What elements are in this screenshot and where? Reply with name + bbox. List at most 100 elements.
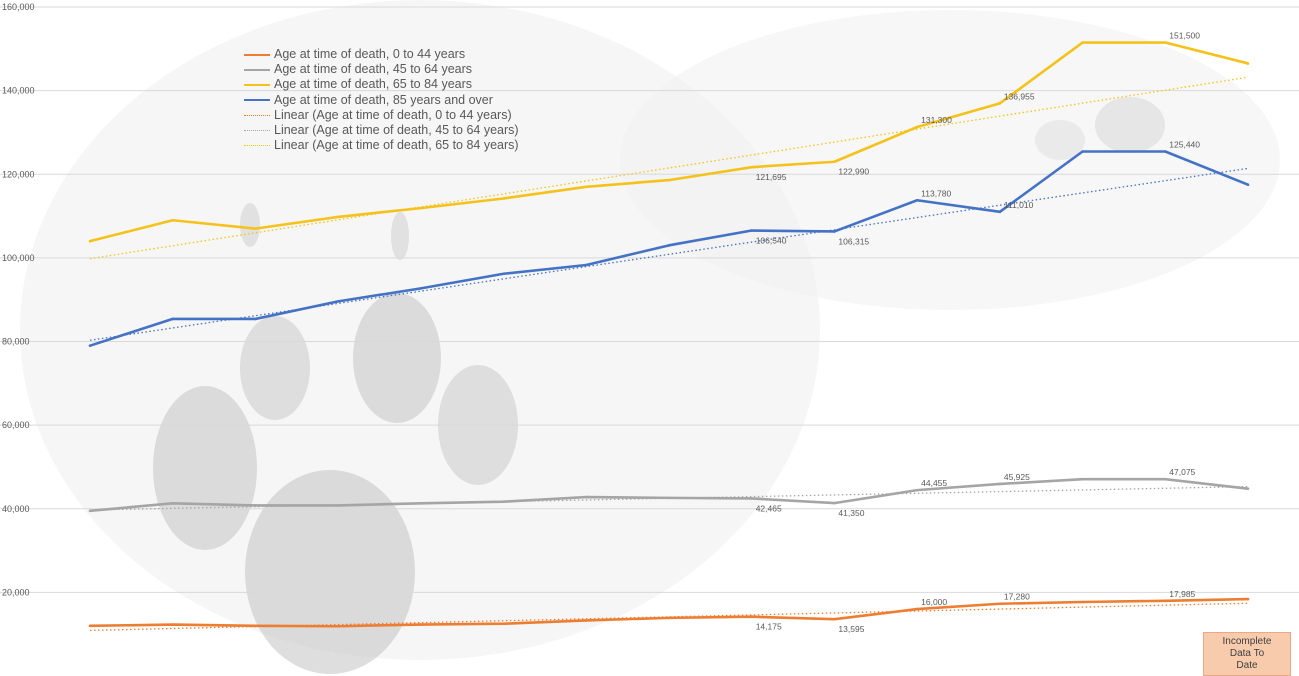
- legend-swatch: [244, 53, 270, 56]
- legend-swatch: [244, 68, 270, 71]
- data-point: [667, 178, 671, 182]
- data-point: [419, 623, 423, 626]
- data-label: 106,315: [838, 236, 869, 246]
- data-point: [833, 617, 836, 621]
- data-label: 16,000: [921, 597, 947, 607]
- data-point: [171, 218, 175, 222]
- data-point: [1081, 150, 1084, 153]
- data-point: [584, 185, 588, 189]
- data-point: [336, 504, 340, 507]
- data-point: [88, 624, 92, 628]
- legend-label: Linear (Age at time of death, 65 to 84 y…: [274, 138, 519, 153]
- data-label: 111,010: [1004, 200, 1034, 210]
- data-label: 13,595: [838, 624, 864, 634]
- paw-print-background: [20, 0, 1280, 674]
- data-point: [1246, 597, 1250, 601]
- y-tick-label: 60,000: [2, 420, 30, 430]
- trendline-2: [89, 76, 1249, 260]
- legend-swatch: [244, 130, 270, 132]
- data-point: [833, 230, 836, 233]
- y-tick-label: 80,000: [2, 337, 30, 347]
- y-tick-label: 120,000: [2, 169, 35, 179]
- data-point: [1246, 183, 1250, 187]
- legend-label: Linear (Age at time of death, 45 to 64 y…: [274, 123, 519, 138]
- data-point: [998, 602, 1002, 606]
- data-point: [502, 272, 505, 276]
- data-point: [998, 482, 1002, 486]
- legend-entry: Age at time of death, 85 years and over: [244, 93, 519, 108]
- data-point: [1246, 487, 1250, 490]
- data-point: [1163, 599, 1167, 603]
- data-label: 136,955: [1004, 91, 1035, 101]
- data-point: [254, 227, 257, 230]
- data-point: [915, 607, 919, 611]
- data-point: [171, 317, 175, 321]
- y-axis-tick-labels: 20,000 40,000 60,000 80,000 100,000 120,000 14…: [2, 2, 35, 597]
- data-point: [254, 504, 257, 507]
- legend-label: Age at time of death, 85 years and over: [274, 92, 493, 107]
- data-point: [915, 198, 919, 202]
- data-point: [584, 495, 588, 499]
- data-label: 17,985: [1169, 589, 1195, 599]
- data-point: [667, 244, 671, 247]
- legend-swatch: [244, 114, 270, 116]
- data-point: [833, 160, 836, 164]
- legend-entry: Linear (Age at time of death, 45 to 64 y…: [244, 123, 519, 138]
- legend-entry: Age at time of death, 0 to 44 years: [244, 47, 519, 62]
- data-point: [1246, 62, 1250, 65]
- data-point: [750, 497, 754, 500]
- data-label: 125,440: [1169, 140, 1200, 150]
- y-tick-label: 160,000: [2, 2, 35, 12]
- legend-label: Age at time of death, 45 to 64 years: [274, 62, 473, 77]
- data-point: [998, 210, 1002, 214]
- legend-label: Age at time of death, 0 to 44 years: [274, 47, 466, 61]
- data-label: 122,990: [838, 167, 869, 177]
- data-point: [336, 300, 340, 303]
- data-point: [502, 500, 505, 503]
- legend-label: Age at time of death, 65 to 84 years: [274, 77, 473, 92]
- data-label: 47,075: [1169, 467, 1195, 477]
- data-point: [750, 165, 754, 169]
- legend-entry: Linear (Age at time of death, 65 to 84 y…: [244, 138, 519, 153]
- y-tick-label: 40,000: [2, 504, 30, 514]
- data-point: [419, 502, 423, 505]
- data-point: [88, 239, 92, 243]
- data-label: 41,350: [838, 508, 864, 518]
- data-point: [1081, 477, 1084, 481]
- data-label: 42,465: [756, 503, 782, 513]
- data-point: [1163, 41, 1167, 44]
- y-tick-label: 20,000: [2, 587, 30, 597]
- data-point: [750, 229, 754, 232]
- legend-swatch: [244, 145, 270, 147]
- data-label: 45,925: [1004, 472, 1030, 482]
- data-label: 106,540: [756, 236, 787, 246]
- data-label: 44,455: [921, 478, 947, 488]
- data-label: 121,695: [756, 172, 787, 182]
- data-point: [502, 622, 505, 626]
- data-point: [1081, 41, 1084, 44]
- data-point: [171, 623, 175, 626]
- data-point: [584, 263, 588, 267]
- data-point: [915, 125, 919, 129]
- data-point: [915, 488, 919, 492]
- legend-label: Linear (Age at time of death, 0 to 44 ye…: [274, 107, 512, 122]
- legend-entry: Age at time of death, 45 to 64 years: [244, 62, 519, 77]
- data-point: [419, 287, 423, 290]
- data-point: [1081, 600, 1084, 604]
- data-point: [667, 616, 671, 620]
- data-point: [254, 624, 257, 628]
- data-point: [502, 197, 505, 200]
- data-point: [833, 501, 836, 505]
- series-lines: [88, 41, 1250, 628]
- legend-swatch: [244, 84, 270, 86]
- data-point: [336, 624, 340, 628]
- gridlines: [0, 6, 1299, 593]
- data-point: [88, 344, 92, 347]
- data-point: [998, 102, 1002, 105]
- data-label: 113,780: [921, 188, 951, 198]
- data-point: [419, 206, 423, 210]
- legend: Age at time of death, 0 to 44 years Age a…: [244, 47, 519, 153]
- legend-entry: Linear (Age at time of death, 0 to 44 ye…: [244, 108, 519, 123]
- data-point: [171, 502, 175, 505]
